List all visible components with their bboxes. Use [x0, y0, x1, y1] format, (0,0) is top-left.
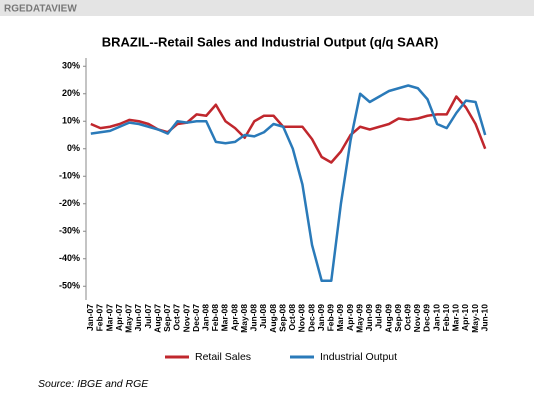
x-tick-label: Feb-09	[326, 304, 336, 332]
x-tick-label: Feb-10	[441, 304, 451, 332]
x-tick-label: Sep-09	[393, 304, 403, 332]
x-tick-label: Oct-07	[172, 304, 182, 331]
x-tick-label: Dec-08	[306, 304, 316, 332]
y-tick-label: -50%	[59, 281, 80, 291]
line-series	[90, 84, 487, 282]
x-tick-label: Sep-07	[162, 304, 172, 332]
legend-label: Retail Sales	[195, 351, 251, 363]
y-tick-label: 30%	[62, 61, 80, 71]
x-tick-label: Jul-08	[258, 304, 268, 329]
x-tick-label: Apr-10	[460, 304, 470, 331]
x-tick-label: Nov-08	[297, 304, 307, 333]
x-tick-label: Jun-08	[249, 304, 259, 332]
y-tick-label: 20%	[62, 88, 80, 98]
x-tick-label: Dec-07	[191, 304, 201, 332]
source: Source: IBGE and RGE	[38, 378, 149, 390]
x-tick-label: Jan-09	[316, 304, 326, 331]
x-tick-label: Jul-07	[143, 304, 153, 329]
x-tick-label: Apr-07	[114, 304, 124, 331]
line-series	[90, 95, 487, 164]
x-tick-label: Aug-07	[152, 304, 162, 333]
x-tick-label: Jun-10	[479, 304, 489, 332]
x-tick-label: Jun-07	[133, 304, 143, 332]
x-tick-label: Feb-08	[210, 304, 220, 332]
x-tick-label: Nov-09	[412, 304, 422, 333]
x-tick-label: Feb-07	[95, 304, 105, 332]
x-tick-label: Aug-08	[268, 304, 278, 333]
x-tick-label: Apr-09	[345, 304, 355, 331]
y-tick-label: -10%	[59, 171, 80, 181]
x-tick-label: Mar-09	[335, 304, 345, 332]
x-tick-label: Mar-08	[220, 304, 230, 332]
y-tick-label: 10%	[62, 116, 80, 126]
y-tick-label: 0%	[67, 143, 80, 153]
x-tick-label: Jan-10	[431, 304, 441, 331]
x-tick-label: May-08	[239, 304, 249, 333]
x-tick-label: Jan-08	[200, 304, 210, 331]
x-tick-label: Jul-09	[374, 304, 384, 329]
x-tick-label: Jun-09	[364, 304, 374, 332]
x-tick-label: Aug-09	[383, 304, 393, 333]
x-tick-label: Oct-08	[287, 304, 297, 331]
x-tick-label: Mar-10	[451, 304, 461, 332]
x-tick-label: Apr-08	[229, 304, 239, 331]
x-tick-label: Dec-09	[422, 304, 432, 332]
y-tick-label: -30%	[59, 226, 80, 236]
x-tick-label: Nov-07	[181, 304, 191, 333]
chart-title: BRAZIL--Retail Sales and Industrial Outp…	[102, 34, 439, 49]
y-tick-label: -20%	[59, 198, 80, 208]
x-tick-label: Sep-08	[277, 304, 287, 332]
x-tick-label: May-09	[354, 304, 364, 333]
x-tick-label: Jan-07	[85, 304, 95, 331]
x-tick-label: May-10	[470, 304, 480, 333]
x-tick-label: Oct-09	[402, 304, 412, 331]
header-bar	[0, 0, 534, 16]
legend-label: Industrial Output	[320, 351, 397, 363]
y-tick-label: -40%	[59, 253, 80, 263]
brand: RGEDATAVIEW	[4, 4, 77, 15]
x-tick-label: Mar-07	[104, 304, 114, 332]
x-tick-label: May-07	[124, 304, 134, 333]
